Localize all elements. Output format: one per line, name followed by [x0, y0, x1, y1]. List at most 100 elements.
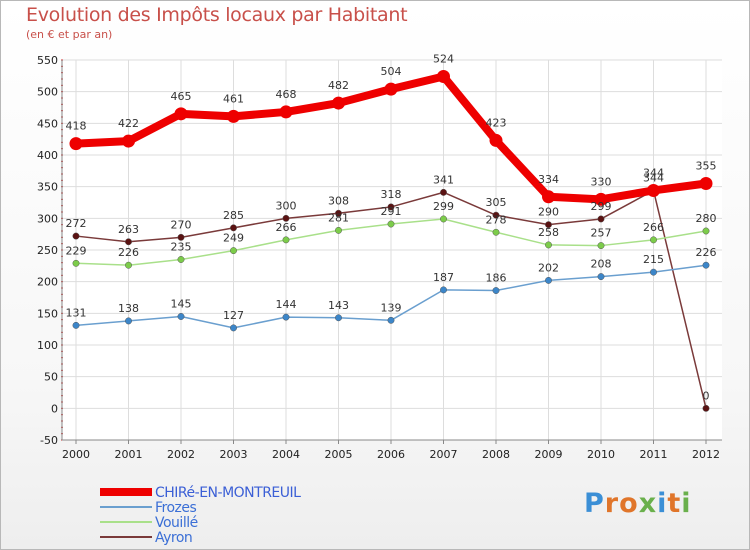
x-tick-label: 2006 [377, 448, 405, 461]
data-point [545, 276, 552, 284]
y-tick-label: 200 [37, 276, 58, 289]
data-point [230, 224, 237, 232]
y-tick-label: 350 [37, 181, 58, 194]
data-label: 258 [538, 226, 559, 239]
data-point [122, 134, 135, 148]
data-point [335, 226, 342, 234]
data-point [177, 233, 185, 241]
data-label: 418 [66, 120, 87, 133]
x-tick-label: 2007 [430, 448, 458, 461]
data-label: 344 [643, 166, 664, 179]
data-point [489, 133, 503, 147]
data-point [387, 203, 395, 211]
x-tick-label: 2002 [167, 448, 195, 461]
data-point [279, 105, 293, 119]
data-label: 291 [381, 205, 402, 218]
data-point [230, 324, 237, 332]
logo-letter: i [681, 488, 692, 519]
x-tick-label: 2011 [640, 448, 668, 461]
data-point [72, 321, 80, 329]
data-label: 235 [171, 241, 192, 254]
data-label: 422 [118, 117, 139, 130]
x-tick-label: 2004 [272, 448, 300, 461]
data-point [282, 313, 290, 321]
data-point [702, 404, 710, 412]
logo-letter: i [657, 488, 668, 519]
y-tick-label: 550 [37, 54, 58, 67]
data-point [594, 192, 608, 206]
chart-subtitle: (en € et par an) [26, 28, 113, 41]
data-point [647, 183, 660, 197]
data-point [387, 220, 395, 228]
data-point [597, 273, 605, 281]
data-label: 305 [486, 196, 507, 209]
y-tick-label: 250 [37, 244, 58, 257]
data-point [69, 137, 83, 151]
data-label: 482 [328, 79, 349, 92]
x-tick-label: 2012 [692, 448, 720, 461]
data-label: 226 [696, 246, 717, 259]
data-label: 285 [223, 209, 244, 222]
data-point [72, 259, 80, 267]
y-tick-label: 500 [37, 86, 58, 99]
data-label: 144 [276, 298, 297, 311]
data-point [440, 188, 447, 196]
x-tick-label: 2008 [482, 448, 510, 461]
data-point [282, 236, 290, 244]
data-point [335, 314, 342, 322]
logo-letter: r [604, 488, 620, 519]
data-label: 281 [328, 211, 349, 224]
data-label: 138 [118, 302, 139, 315]
logo-letter: o [619, 488, 639, 519]
data-point [125, 238, 132, 246]
data-label: 461 [223, 92, 244, 105]
data-label: 524 [433, 52, 454, 65]
data-label: 208 [591, 258, 612, 271]
data-point [545, 241, 552, 249]
data-point [542, 190, 555, 204]
data-label: 300 [276, 199, 297, 212]
data-point [699, 177, 713, 190]
data-label: 355 [696, 160, 717, 173]
data-label: 334 [538, 173, 559, 186]
data-label: 344 [643, 171, 664, 184]
x-tick-label: 2003 [220, 448, 248, 461]
data-point [545, 221, 552, 229]
data-point [72, 232, 80, 240]
data-label: 145 [171, 298, 192, 311]
proxiti-logo: Proxiti [584, 488, 692, 519]
logo-letter: P [584, 488, 605, 519]
data-label: 266 [276, 221, 297, 234]
data-label: 0 [703, 389, 710, 402]
data-label: 330 [591, 175, 612, 188]
data-label: 504 [381, 65, 402, 78]
data-point [282, 214, 290, 222]
legend-label: Vouillé [155, 515, 198, 531]
data-label: 423 [486, 116, 507, 129]
data-label: 257 [591, 227, 612, 240]
y-tick-label: 400 [37, 149, 58, 162]
data-label: 131 [66, 306, 87, 319]
x-tick-label: 2001 [115, 448, 143, 461]
data-point [492, 228, 500, 236]
data-point [702, 227, 710, 235]
data-label: 299 [591, 200, 612, 213]
data-point [335, 209, 342, 217]
data-label: 318 [381, 188, 402, 201]
data-point [384, 82, 398, 96]
data-label: 341 [433, 173, 454, 186]
data-point [492, 287, 500, 294]
data-label: 280 [696, 212, 717, 225]
data-point [387, 316, 395, 324]
data-label: 127 [223, 309, 244, 322]
x-tick-label: 2005 [325, 448, 353, 461]
data-point [702, 261, 710, 269]
data-label: 249 [223, 232, 244, 245]
data-point [332, 96, 345, 110]
data-point [650, 268, 657, 276]
y-tick-label: -50 [40, 434, 58, 447]
data-point [125, 261, 132, 269]
y-tick-label: 150 [37, 307, 58, 320]
data-point [227, 109, 240, 123]
